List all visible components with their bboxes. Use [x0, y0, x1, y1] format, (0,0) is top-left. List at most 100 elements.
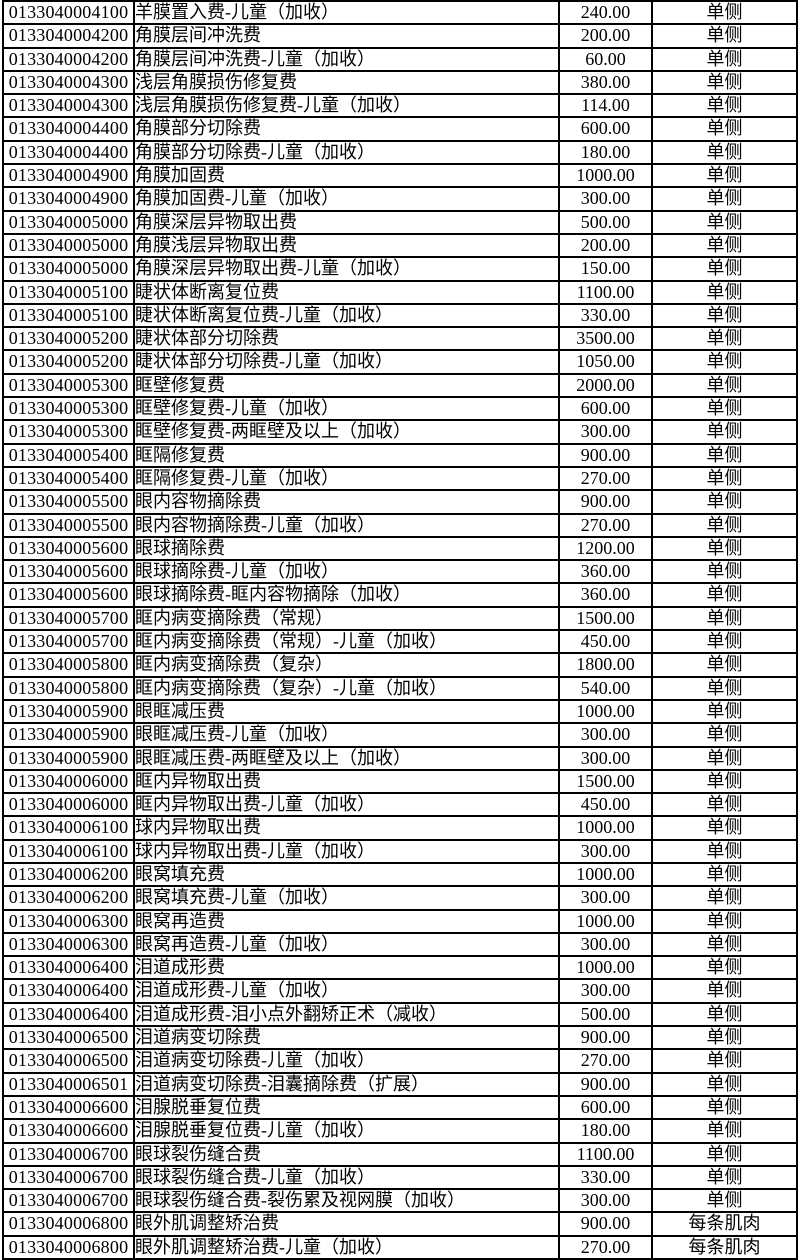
unit-cell: 单侧 — [651, 698, 798, 725]
code-cell: 0133040005700 — [2, 605, 135, 632]
item-name-cell: 泪腺脱垂复位费 — [133, 1094, 560, 1121]
code-cell: 0133040006700 — [2, 1164, 135, 1191]
unit-cell: 单侧 — [651, 23, 798, 49]
table-row: 0133040004300 浅层角膜损伤修复费-儿童（加收） 114.00 单侧 — [2, 93, 798, 119]
price-cell: 1100.00 — [558, 1141, 653, 1167]
code-cell: 0133040005900 — [2, 722, 135, 748]
item-name-cell: 羊膜置入费-儿童（加收） — [133, 0, 560, 26]
code-cell: 0133040005000 — [2, 256, 135, 282]
table-row: 0133040005000 角膜浅层异物取出费 200.00 单侧 — [2, 232, 798, 259]
unit-cell: 单侧 — [651, 0, 798, 26]
unit-cell: 单侧 — [651, 931, 798, 958]
unit-cell: 单侧 — [651, 885, 798, 911]
unit-cell: 每条肌肉 — [651, 1234, 798, 1260]
code-cell: 0133040005500 — [2, 512, 135, 538]
item-name-cell: 眶壁修复费 — [133, 372, 560, 399]
price-cell: 600.00 — [558, 1094, 653, 1121]
unit-cell: 单侧 — [651, 559, 798, 585]
table-row: 0133040006400 泪道成形费 1000.00 单侧 — [2, 955, 798, 981]
table-row: 0133040006200 眼窝填充费 1000.00 单侧 — [2, 861, 798, 888]
item-name-cell: 角膜层间冲洗费-儿童（加收） — [133, 46, 560, 72]
item-name-cell: 眶壁修复费-两眶壁及以上（加收） — [133, 419, 560, 445]
code-cell: 0133040004200 — [2, 23, 135, 49]
table-row: 0133040005600 眼球摘除费-眶内容物摘除（加收） 360.00 单侧 — [2, 582, 798, 608]
code-cell: 0133040006400 — [2, 978, 135, 1004]
unit-cell: 单侧 — [651, 186, 798, 212]
item-name-cell: 泪道成形费-儿童（加收） — [133, 978, 560, 1004]
code-cell: 0133040006700 — [2, 1188, 135, 1214]
table-row: 0133040006400 泪道成形费-泪小点外翻矫正术（减收） 500.00 单侧 — [2, 1001, 798, 1028]
code-cell: 0133040005100 — [2, 279, 135, 305]
table-row: 0133040005700 眶内病变摘除费（常规）-儿童（加收） 450.00 单侧 — [2, 629, 798, 655]
item-name-cell: 浅层角膜损伤修复费-儿童（加收） — [133, 93, 560, 119]
item-name-cell: 眼眶减压费 — [133, 698, 560, 725]
item-name-cell: 球内异物取出费 — [133, 815, 560, 841]
table-row: 0133040005400 眶隔修复费-儿童（加收） 270.00 单侧 — [2, 465, 798, 492]
table-row: 0133040005500 眼内容物摘除费-儿童（加收） 270.00 单侧 — [2, 512, 798, 538]
unit-cell: 单侧 — [651, 1118, 798, 1144]
table-row: 0133040005900 眼眶减压费-两眶壁及以上（加收） 300.00 单侧 — [2, 745, 798, 771]
unit-cell: 单侧 — [651, 978, 798, 1004]
price-cell: 180.00 — [558, 1118, 653, 1144]
unit-cell: 单侧 — [651, 768, 798, 795]
unit-cell: 单侧 — [651, 396, 798, 422]
table-row: 0133040004200 角膜层间冲洗费 200.00 单侧 — [2, 23, 798, 49]
code-cell: 0133040006000 — [2, 768, 135, 795]
item-name-cell: 眼球裂伤缝合费-儿童（加收） — [133, 1164, 560, 1191]
price-cell: 900.00 — [558, 489, 653, 515]
item-name-cell: 角膜浅层异物取出费 — [133, 232, 560, 259]
unit-cell: 单侧 — [651, 116, 798, 142]
table-row: 0133040006000 眶内异物取出费-儿童（加收） 450.00 单侧 — [2, 792, 798, 818]
table-row: 0133040005800 眶内病变摘除费（复杂） 1800.00 单侧 — [2, 652, 798, 678]
table-row: 0133040005900 眼眶减压费 1000.00 单侧 — [2, 698, 798, 725]
unit-cell: 单侧 — [651, 535, 798, 562]
code-cell: 0133040006200 — [2, 861, 135, 888]
code-cell: 0133040005300 — [2, 372, 135, 399]
unit-cell: 单侧 — [651, 908, 798, 934]
price-cell: 1200.00 — [558, 535, 653, 562]
table-row: 0133040004900 角膜加固费 1000.00 单侧 — [2, 163, 798, 189]
code-cell: 0133040005700 — [2, 629, 135, 655]
item-name-cell: 眶壁修复费-儿童（加收） — [133, 396, 560, 422]
table-row: 0133040006400 泪道成形费-儿童（加收） 300.00 单侧 — [2, 978, 798, 1004]
code-cell: 0133040005200 — [2, 326, 135, 352]
unit-cell: 单侧 — [651, 302, 798, 329]
unit-cell: 单侧 — [651, 232, 798, 259]
table-row: 0133040006600 泪腺脱垂复位费 600.00 单侧 — [2, 1094, 798, 1121]
table-row: 0133040006800 眼外肌调整矫治费 900.00 每条肌肉 — [2, 1211, 798, 1237]
table-row: 0133040006600 泪腺脱垂复位费-儿童（加收） 180.00 单侧 — [2, 1118, 798, 1144]
code-cell: 0133040005900 — [2, 698, 135, 725]
item-name-cell: 泪道病变切除费-儿童（加收） — [133, 1048, 560, 1074]
code-cell: 0133040006100 — [2, 838, 135, 864]
unit-cell: 单侧 — [651, 1001, 798, 1028]
code-cell: 0133040004900 — [2, 163, 135, 189]
unit-cell: 单侧 — [651, 722, 798, 748]
price-cell: 300.00 — [558, 419, 653, 445]
table-row: 0133040005300 眶壁修复费-两眶壁及以上（加收） 300.00 单侧 — [2, 419, 798, 445]
table-row: 0133040005100 睫状体断离复位费-儿童（加收） 330.00 单侧 — [2, 302, 798, 329]
item-name-cell: 泪道成形费 — [133, 955, 560, 981]
unit-cell: 单侧 — [651, 46, 798, 72]
item-name-cell: 泪道成形费-泪小点外翻矫正术（减收） — [133, 1001, 560, 1028]
code-cell: 0133040006800 — [2, 1211, 135, 1237]
unit-cell: 单侧 — [651, 1188, 798, 1214]
item-name-cell: 眼球裂伤缝合费 — [133, 1141, 560, 1167]
table-row: 0133040005200 睫状体部分切除费-儿童（加收） 1050.00 单侧 — [2, 349, 798, 375]
table-row: 0133040005900 眼眶减压费-儿童（加收） 300.00 单侧 — [2, 722, 798, 748]
item-name-cell: 角膜层间冲洗费 — [133, 23, 560, 49]
price-cell: 500.00 — [558, 1001, 653, 1028]
price-cell: 1800.00 — [558, 652, 653, 678]
table-row: 0133040005500 眼内容物摘除费 900.00 单侧 — [2, 489, 798, 515]
table-row: 0133040005600 眼球摘除费-儿童（加收） 360.00 单侧 — [2, 559, 798, 585]
item-name-cell: 角膜部分切除费-儿童（加收） — [133, 139, 560, 166]
table-row: 0133040005400 眶隔修复费 900.00 单侧 — [2, 442, 798, 468]
table-row: 0133040006500 泪道病变切除费 900.00 单侧 — [2, 1025, 798, 1051]
price-cell: 900.00 — [558, 1025, 653, 1051]
price-cell: 360.00 — [558, 559, 653, 585]
item-name-cell: 眼窝再造费 — [133, 908, 560, 934]
price-cell: 900.00 — [558, 1211, 653, 1237]
item-name-cell: 眶内异物取出费 — [133, 768, 560, 795]
code-cell: 0133040005900 — [2, 745, 135, 771]
code-cell: 0133040006400 — [2, 955, 135, 981]
